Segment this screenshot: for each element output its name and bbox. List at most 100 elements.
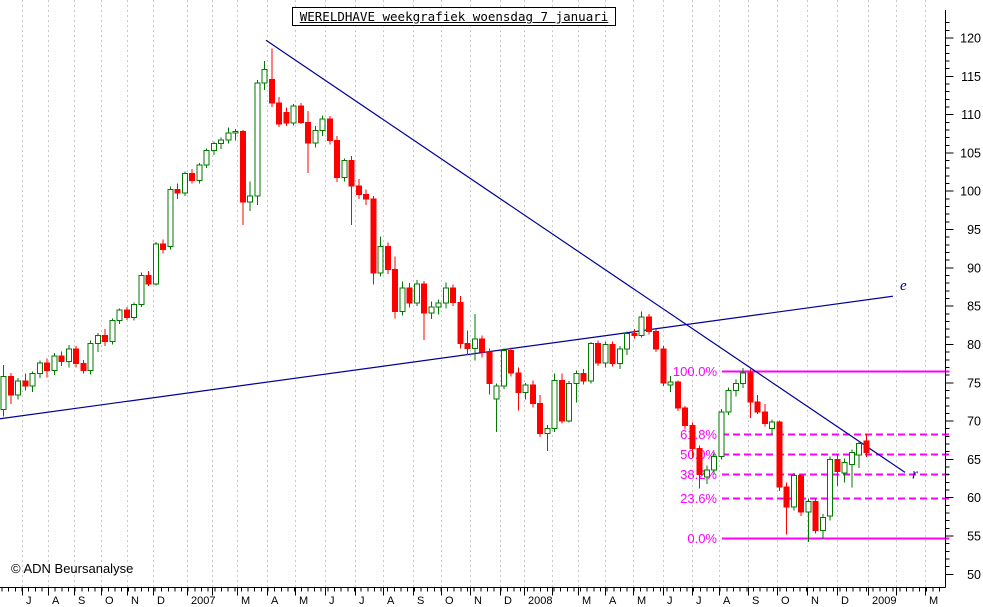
candle	[805, 498, 812, 543]
trendline-r	[265, 39, 906, 473]
candle	[435, 299, 442, 315]
candle	[65, 345, 72, 368]
candle	[783, 482, 790, 535]
candle	[377, 236, 384, 277]
candle	[102, 329, 108, 346]
candle	[479, 335, 485, 358]
month-label: J	[696, 595, 702, 607]
candle	[595, 340, 601, 366]
candle	[160, 239, 166, 254]
candle	[790, 473, 797, 511]
candle	[421, 280, 427, 340]
candle	[297, 103, 304, 124]
month-label: O	[105, 595, 114, 607]
price-label: 110	[961, 108, 981, 122]
candle	[740, 368, 746, 389]
candle	[326, 116, 333, 145]
candle	[754, 395, 761, 415]
candle	[703, 465, 710, 484]
candle	[827, 456, 833, 521]
candle	[450, 284, 456, 307]
candle	[399, 281, 406, 316]
candle	[653, 329, 659, 353]
candle	[660, 345, 667, 386]
month-label: N	[131, 595, 139, 607]
candle	[500, 348, 507, 389]
candle	[232, 129, 239, 141]
candle	[718, 408, 725, 460]
candle	[798, 473, 804, 517]
candle	[812, 499, 819, 534]
candle	[442, 282, 449, 309]
candle	[384, 242, 391, 274]
candle	[689, 422, 696, 458]
price-label: 85	[967, 300, 981, 314]
month-label: M	[299, 595, 308, 607]
month-label: S	[78, 595, 85, 607]
candle	[544, 424, 551, 451]
candle	[682, 405, 688, 430]
candle	[725, 387, 732, 415]
candle	[210, 141, 217, 156]
month-label: D	[157, 595, 165, 607]
candle	[116, 308, 123, 324]
candle	[515, 367, 522, 411]
candle	[370, 195, 377, 285]
month-label: S	[417, 595, 424, 607]
trendline-e	[0, 295, 894, 420]
trendline-label-r: r	[912, 466, 918, 482]
candle	[73, 345, 79, 368]
candle	[406, 283, 413, 308]
copyright-label: © ADN Beursanalyse	[11, 561, 134, 576]
month-label: O	[445, 595, 454, 607]
month-label: D	[841, 595, 849, 607]
candle	[413, 280, 420, 307]
candle	[29, 371, 36, 392]
fibonacci-levels: 100.0%61.8%50.0%38.2%23.6%0.0%	[673, 364, 950, 546]
price-label: 50	[967, 568, 981, 582]
candle	[355, 178, 362, 199]
candle	[152, 241, 159, 286]
price-label: 60	[967, 491, 981, 505]
fib-label: 0.0%	[687, 531, 717, 546]
x-axis-ticks-labels: J A S O N D 2007 M A M J J A S O N D 2008 M A M J J A S O N D 2009 M	[1, 587, 941, 607]
candle	[580, 368, 587, 385]
month-label: J	[359, 595, 365, 607]
candle	[181, 171, 188, 196]
candle	[268, 48, 275, 107]
candle	[631, 329, 638, 339]
month-label: M	[241, 595, 250, 607]
candle	[537, 395, 543, 438]
trendline-label-e: e	[900, 278, 907, 294]
candle	[834, 454, 841, 487]
candle	[696, 445, 703, 489]
candle	[189, 169, 195, 184]
candle	[486, 348, 493, 395]
candle	[341, 158, 348, 182]
candles	[0, 48, 870, 543]
candle	[261, 60, 268, 91]
candle	[667, 375, 674, 392]
month-label: 2009	[872, 595, 896, 607]
candle	[239, 129, 246, 225]
candle	[558, 373, 565, 424]
month-label: A	[271, 595, 279, 607]
candle	[645, 313, 652, 335]
candle	[732, 379, 739, 397]
month-label: A	[723, 595, 731, 607]
candle	[247, 181, 253, 212]
month-label: M	[929, 595, 938, 607]
price-label: 115	[961, 70, 981, 84]
trendlines: re	[0, 39, 918, 482]
candle	[109, 318, 116, 345]
month-label: S	[752, 595, 759, 607]
month-label: O	[781, 595, 790, 607]
candle	[7, 372, 14, 405]
candle	[51, 352, 58, 376]
candle	[123, 306, 130, 320]
candle	[203, 148, 210, 169]
candle	[638, 311, 645, 338]
candle	[856, 440, 862, 468]
candle	[94, 332, 101, 353]
